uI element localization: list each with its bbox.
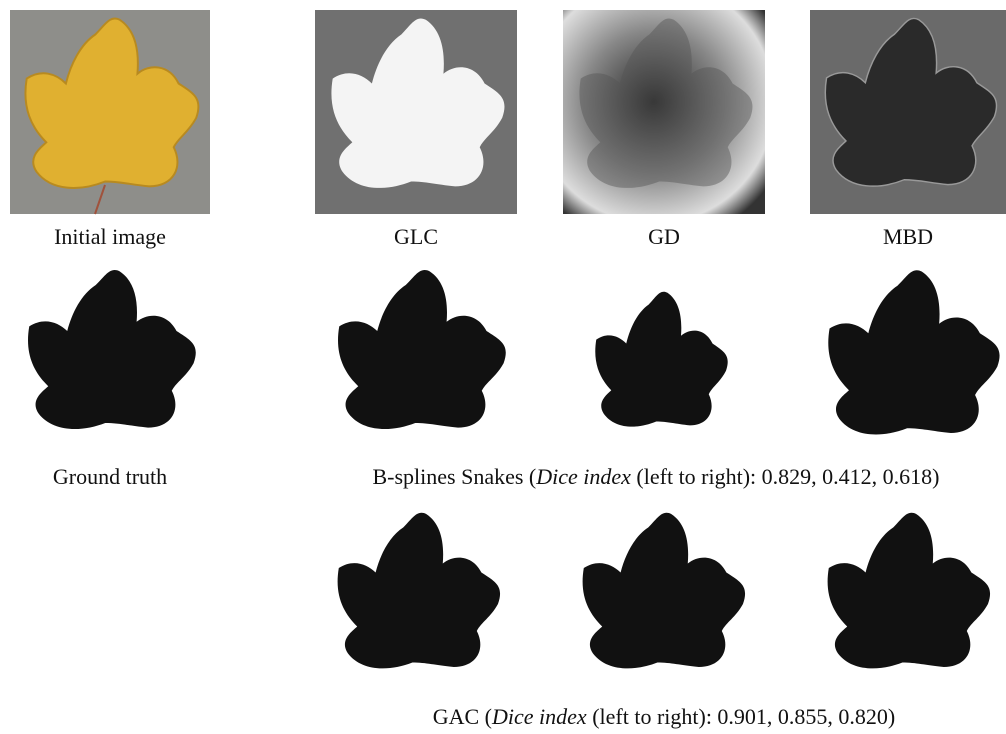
panel-label: MBD <box>882 224 934 249</box>
caption-text: (left to right): 0.901, 0.855, 0.820) <box>586 704 896 729</box>
ground-truth-mask <box>28 269 196 430</box>
mbd-image <box>810 10 1006 214</box>
gd-image <box>563 10 765 214</box>
snake-gd-mask <box>595 291 728 427</box>
gac-gd-mask <box>582 512 746 669</box>
snake-mbd-mask <box>828 270 1000 435</box>
caption-text: (left to right): 0.829, 0.412, 0.618) <box>630 464 940 489</box>
caption-emph: Dice index <box>492 704 587 729</box>
gac-mbd-mask <box>827 512 991 669</box>
caption-emph: Dice index <box>536 464 631 489</box>
caption: GAC (Dice index (left to right): 0.901, … <box>433 704 896 730</box>
initial-image <box>10 10 210 215</box>
glc-image <box>315 10 517 214</box>
snake-glc-mask <box>338 269 506 430</box>
gac-glc-mask <box>337 512 501 669</box>
caption-text: GAC ( <box>432 704 493 729</box>
panel-label: Ground truth <box>52 464 168 489</box>
panel-label: GLC <box>394 224 438 249</box>
panel-label: Initial image <box>54 224 166 249</box>
caption-text: B-splines Snakes ( <box>372 464 537 489</box>
caption: B-splines Snakes (Dice index (left to ri… <box>372 464 939 490</box>
panel-label: GD <box>648 224 680 249</box>
